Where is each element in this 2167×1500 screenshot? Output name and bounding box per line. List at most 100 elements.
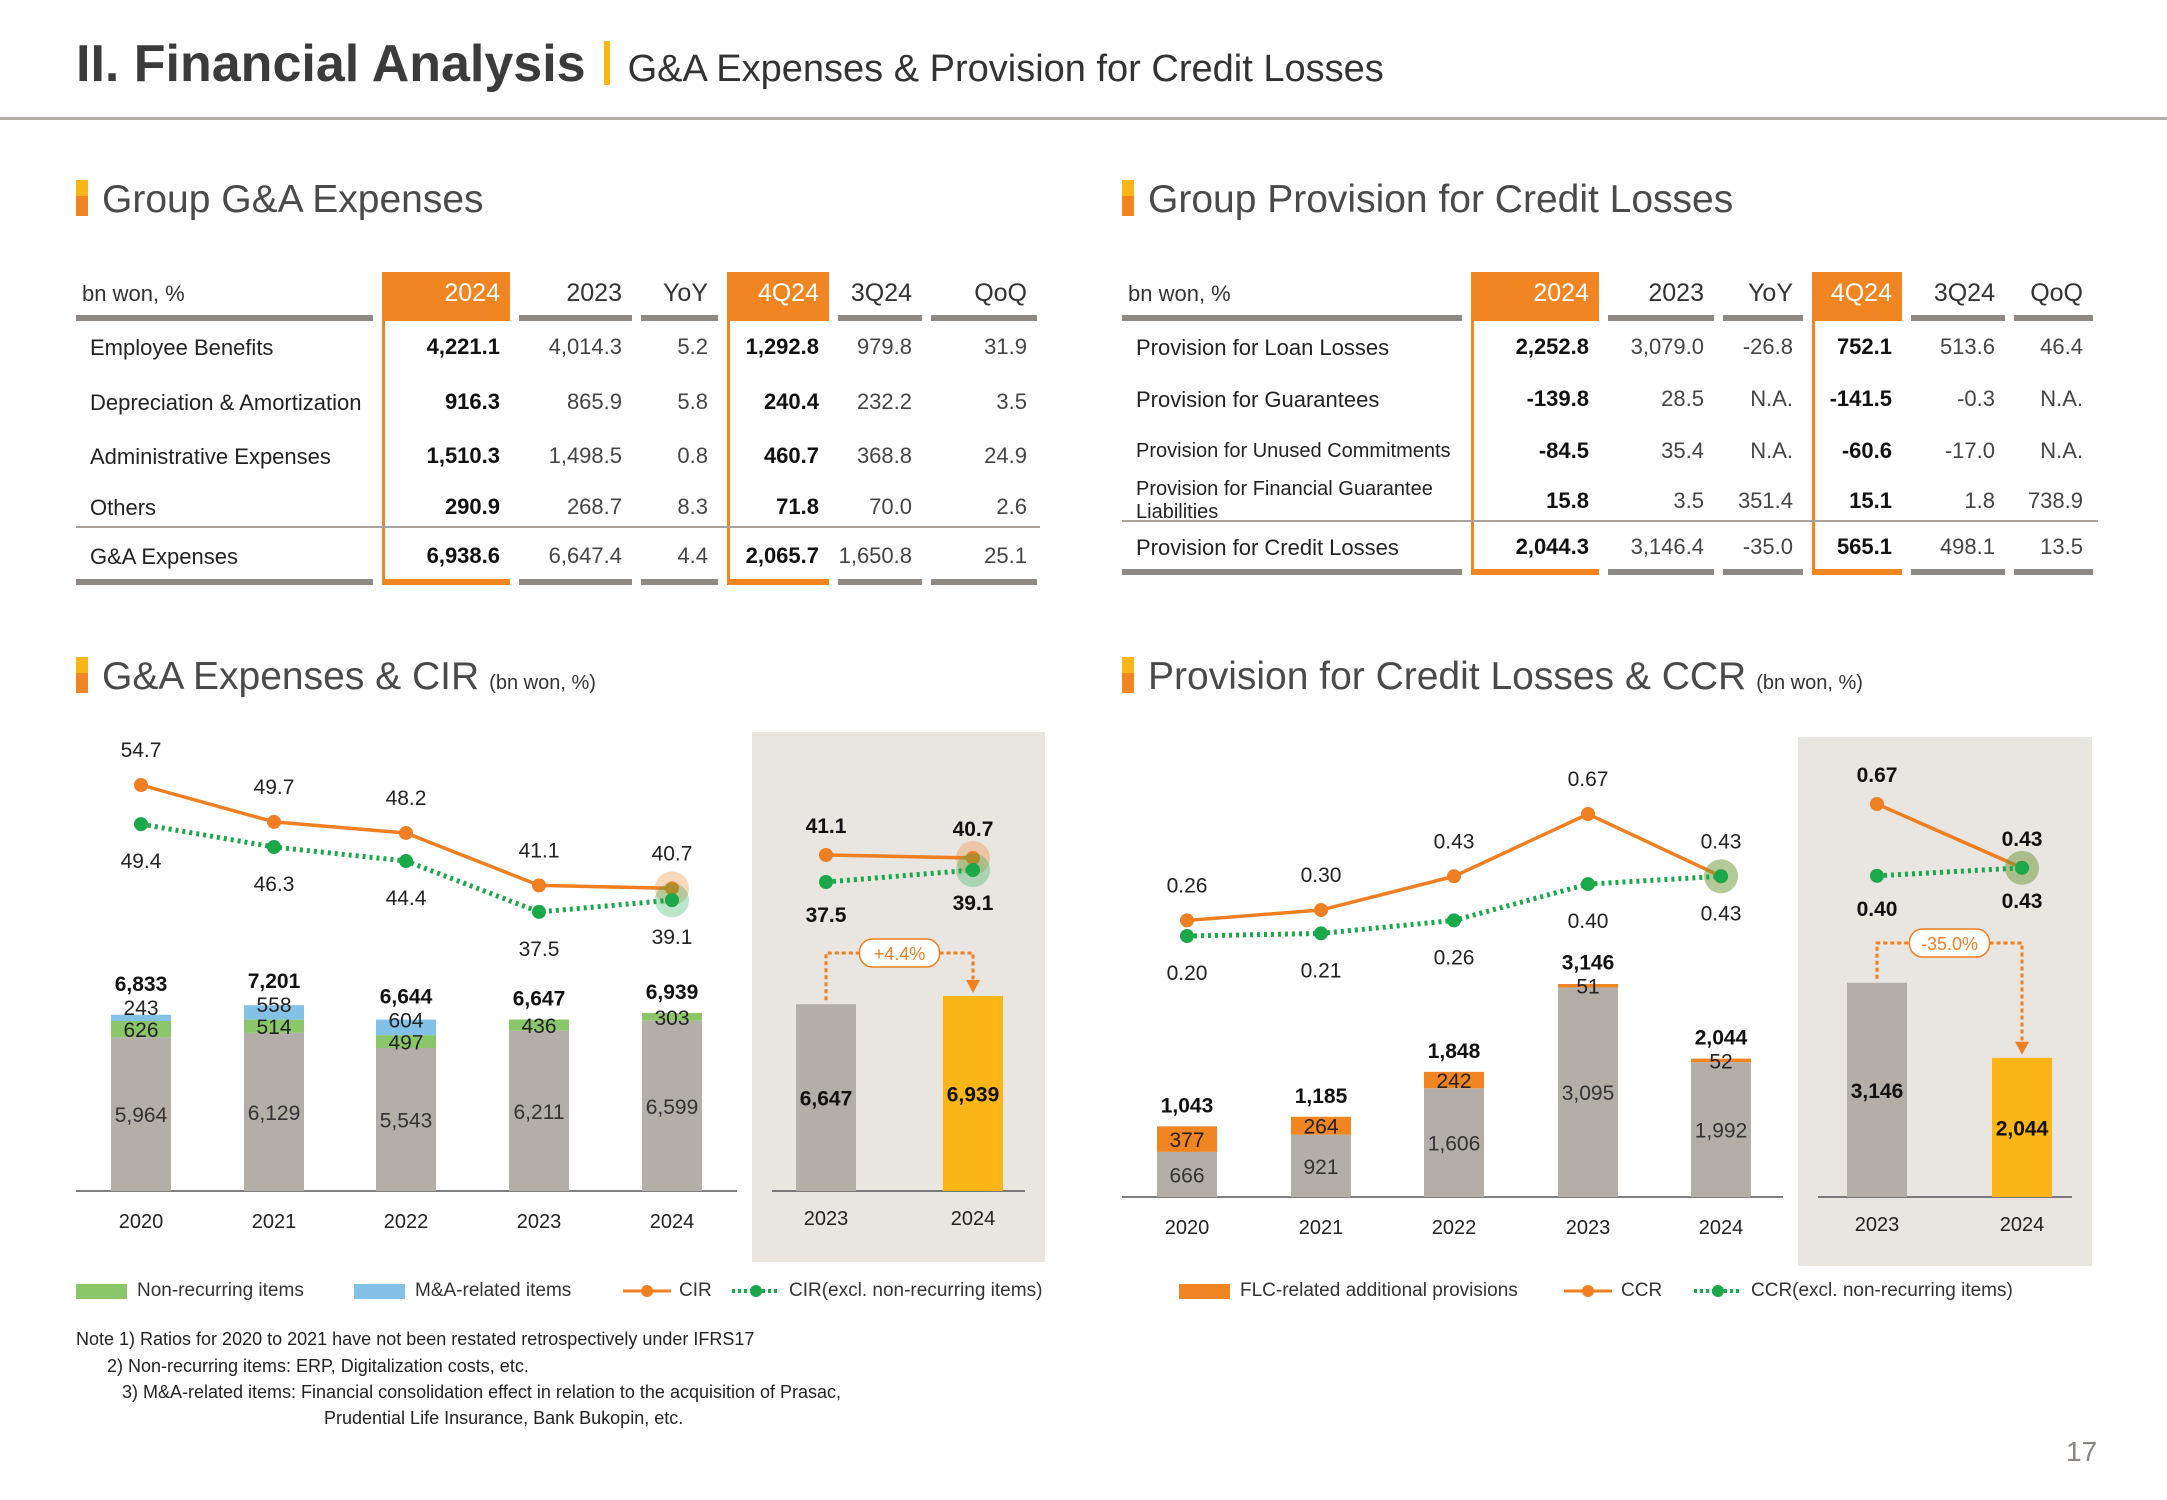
inset-bar (796, 1004, 856, 1191)
table-cell: 351.4 (1737, 488, 1793, 513)
column-header: bn won, % (76, 272, 373, 321)
table-cell: 1,510.3 (382, 431, 510, 481)
line-value-label: 0.43 (1434, 830, 1475, 853)
bar-total-label: 6,833 (115, 973, 168, 996)
line-point (1714, 869, 1728, 884)
line-point (665, 893, 679, 908)
chart-unit: (bn won, %) (489, 672, 596, 694)
inset-bar (1992, 1057, 2052, 1197)
table-row: Provision for Unused Commitments -84.5 35.… (1122, 425, 2093, 477)
legend-swatch-non-recurring (76, 1284, 127, 1299)
footnote: 2) Non-recurring items: ERP, Digitalizat… (107, 1356, 529, 1376)
table-cell: 70.0 (869, 494, 912, 519)
table-cell: 1,498.5 (548, 443, 622, 468)
table-cell: 1,292.8 (727, 321, 829, 373)
line-value-label: 0.26 (1167, 874, 1208, 897)
line-point (267, 814, 281, 829)
line-point (1180, 929, 1194, 944)
legend-label: M&A-related items (415, 1280, 572, 1301)
bar-label-segment: 497 (388, 1032, 423, 1055)
table-cell: 4,221.1 (382, 321, 510, 373)
legend-line-ccr (1564, 1285, 1612, 1297)
bar-segment (1691, 1058, 1751, 1063)
bar-segment (642, 1012, 702, 1021)
table-cell: 1.8 (1964, 488, 1995, 513)
bar-segment-base (376, 1047, 436, 1191)
bar-segment (1424, 1071, 1484, 1089)
section-title-text: Group G&A Expenses (102, 178, 484, 221)
inset-line-label: 37.5 (806, 904, 847, 927)
inset-line-point (1870, 868, 1884, 883)
inset-line-point (1870, 797, 1884, 811)
bar-label-base: 6,211 (514, 1101, 565, 1124)
line-point (1180, 913, 1194, 928)
row-label: Provision for Guarantees (1136, 386, 1380, 412)
table-row: Provision for Loan Losses 2,252.8 3,079.0 -… (1122, 321, 2093, 373)
section-marker (76, 657, 88, 693)
line-point (399, 825, 413, 840)
column-header: YoY (641, 272, 718, 321)
table-cell: 2,044.3 (1471, 525, 1599, 575)
x-tick-label: 2020 (119, 1211, 164, 1233)
table-cell: 565.1 (1812, 525, 1902, 575)
line-value-label: 49.7 (254, 776, 295, 799)
table-cell: -60.6 (1812, 425, 1902, 477)
column-header: 4Q24 (727, 272, 829, 321)
table-cell: 916.3 (382, 373, 510, 431)
column-header: bn won, % (1122, 272, 1462, 321)
bar-segment (376, 1019, 436, 1036)
inset-bar-label: 2,044 (1996, 1117, 2049, 1140)
table-cell: 71.8 (727, 481, 829, 533)
line-value-label: 0.40 (1568, 910, 1609, 933)
inset-line-point (819, 875, 833, 889)
bar-total-label: 6,644 (380, 986, 433, 1009)
inset-x-tick-label: 2023 (804, 1208, 849, 1230)
bar-label-base: 1,606 (1428, 1133, 1481, 1156)
table-cell: 290.9 (382, 481, 510, 533)
bar-segment (509, 1019, 569, 1031)
bar-label-base: 6,129 (248, 1102, 301, 1125)
bar-label-base: 3,095 (1562, 1082, 1615, 1105)
legend-label: CCR(excl. non-recurring items) (1751, 1280, 2013, 1301)
bar-segment (1558, 984, 1618, 988)
bar-label-segment: 514 (256, 1016, 291, 1039)
bar-segment (111, 1014, 171, 1021)
line-value-label: 0.20 (1167, 962, 1208, 985)
bar-label-segment: 51 (1576, 976, 1599, 999)
inset-x-tick-label: 2024 (2000, 1214, 2045, 1236)
table-cell: 1,650.8 (838, 533, 922, 585)
section-marker (76, 180, 88, 216)
bar-segment-base (1691, 1062, 1751, 1197)
bar-segment (1291, 1116, 1351, 1135)
row-label: Others (90, 494, 157, 520)
total-separator (76, 526, 1040, 528)
inset-line-label: 0.43 (2002, 890, 2043, 913)
x-tick-label: 2021 (252, 1211, 297, 1233)
inset-line (825, 867, 974, 885)
change-connector (824, 951, 860, 1001)
line-point (665, 881, 679, 896)
line-point (532, 878, 546, 893)
inset-bar-label: 3,146 (1851, 1080, 1904, 1103)
table-cell: 25.1 (931, 533, 1037, 585)
table-cell: 738.9 (2027, 488, 2083, 513)
page-subtitle: G&A Expenses & Provision for Credit Loss… (627, 48, 1384, 90)
legend-label: CIR(excl. non-recurring items) (789, 1280, 1043, 1301)
section-marker (1122, 657, 1134, 693)
table-row: Administrative Expenses 1,510.3 1,498.5 0.8… (76, 431, 1037, 481)
x-tick-label: 2024 (1699, 1217, 1744, 1239)
x-tick-label: 2023 (1566, 1217, 1611, 1239)
table-row: Provision for Financial Guarantee Liabil… (1122, 477, 2093, 525)
line-value-label: 0.26 (1434, 946, 1475, 969)
row-label: Employee Benefits (90, 334, 274, 360)
table-cell: -35.0 (1723, 525, 1803, 575)
table-row: Employee Benefits 4,221.1 4,014.3 5.2 1,292.… (76, 321, 1037, 373)
bar-total-label: 6,939 (646, 981, 699, 1004)
change-connector (1989, 941, 2024, 1044)
table-cell: 368.8 (856, 443, 912, 468)
section-title-ga: Group G&A Expenses (76, 178, 484, 222)
inset-line-label: 41.1 (806, 815, 847, 838)
table-cell: 35.4 (1661, 438, 1704, 463)
table-cell: 13.5 (2014, 525, 2093, 575)
